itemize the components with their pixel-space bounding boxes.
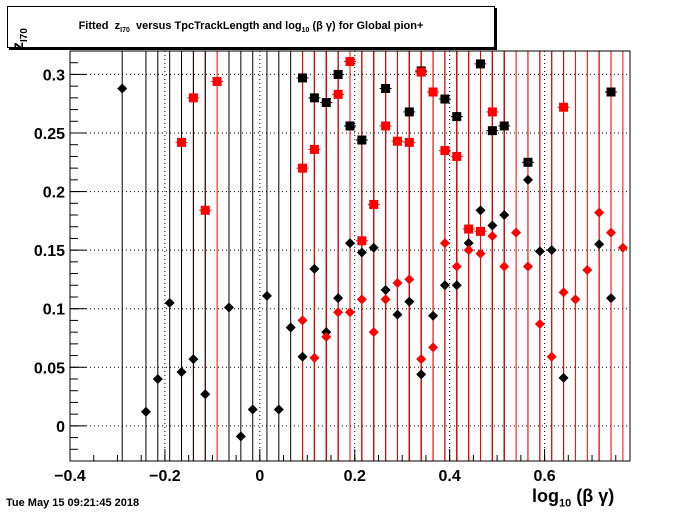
chart-title-box: Fitted zI70 versus TpcTrackLength and lo… xyxy=(7,6,495,48)
y-axis-label: zI70 xyxy=(10,28,31,50)
data-point-diamond xyxy=(368,242,379,253)
data-point-diamond xyxy=(534,318,545,329)
data-point-diamond xyxy=(606,293,617,304)
data-point-diamond xyxy=(247,404,258,415)
data-point-diamond xyxy=(333,307,344,318)
data-point-diamond xyxy=(416,369,427,380)
data-point-diamond xyxy=(368,327,379,338)
data-point-diamond xyxy=(511,227,522,238)
data-point-diamond xyxy=(463,238,474,249)
data-markers xyxy=(117,57,628,442)
data-point-diamond xyxy=(499,261,510,272)
data-point-diamond xyxy=(570,294,581,305)
data-point-diamond xyxy=(594,239,605,250)
data-point-diamond xyxy=(297,351,308,362)
data-point-diamond xyxy=(487,231,498,242)
x-tick-label: −0.4 xyxy=(54,468,86,485)
data-point-diamond xyxy=(606,227,617,238)
data-point-diamond xyxy=(475,248,486,259)
y-tick-label: 0.1 xyxy=(43,302,65,319)
data-point-diamond xyxy=(451,280,462,291)
data-point-diamond xyxy=(499,210,510,220)
y-tick-label: 0.2 xyxy=(43,185,65,202)
data-point-diamond xyxy=(309,263,320,274)
data-point-diamond xyxy=(297,315,308,326)
x-tick-label: −0.2 xyxy=(149,468,181,485)
data-point-diamond xyxy=(617,242,628,253)
data-point-diamond xyxy=(416,354,427,365)
data-point-diamond xyxy=(117,83,128,94)
data-point-diamond xyxy=(176,366,187,377)
data-point-diamond xyxy=(439,280,450,291)
data-point-diamond xyxy=(321,331,332,342)
y-tick-label: 0.25 xyxy=(34,126,65,143)
data-point-diamond xyxy=(273,404,284,415)
axis-ticks: −0.4 −0.2 0 0.2 0.4 0.6 0 0.05 0.1 0.15 0.2 0.25 0.3 xyxy=(34,50,617,485)
plot-frame xyxy=(69,50,631,462)
data-point-diamond xyxy=(487,220,498,231)
data-point-diamond xyxy=(428,342,439,353)
data-point-diamond xyxy=(594,207,605,218)
data-point-diamond xyxy=(451,261,462,272)
data-point-diamond xyxy=(261,290,272,301)
data-point-diamond xyxy=(439,238,450,249)
data-point-diamond xyxy=(356,294,367,305)
data-point-diamond xyxy=(164,297,175,308)
data-point-diamond xyxy=(546,351,557,362)
data-point-diamond xyxy=(200,389,211,400)
y-tick-label: 0.3 xyxy=(43,67,65,84)
data-point-diamond xyxy=(140,406,151,417)
timestamp: Tue May 15 09:21:45 2018 xyxy=(6,497,140,509)
data-point-diamond xyxy=(345,238,355,249)
y-tick-label: 0 xyxy=(56,419,65,436)
x-tick-label: 0 xyxy=(255,468,264,485)
data-point-diamond xyxy=(333,293,344,304)
data-point-diamond xyxy=(223,302,234,313)
data-point-diamond xyxy=(404,274,415,285)
data-point-diamond xyxy=(546,245,557,256)
data-point-diamond xyxy=(558,287,569,298)
data-point-diamond xyxy=(188,354,199,365)
data-point-diamond xyxy=(345,307,355,318)
data-point-diamond xyxy=(404,296,415,307)
data-point-diamond xyxy=(356,247,367,258)
x-tick-label: 0.2 xyxy=(344,468,366,485)
y-tick-label: 0.15 xyxy=(34,243,65,260)
x-tick-label: 0.6 xyxy=(533,468,555,485)
x-axis-label: log10 (β γ) xyxy=(532,486,615,510)
data-point-diamond xyxy=(392,277,403,288)
data-point-diamond xyxy=(522,174,533,185)
x-tick-label: 0.4 xyxy=(439,468,461,485)
data-point-diamond xyxy=(522,261,533,272)
data-point-diamond xyxy=(463,245,474,256)
chart-title: Fitted zI70 versus TpcTrackLength and lo… xyxy=(78,19,424,35)
data-point-diamond xyxy=(558,372,569,383)
data-point-diamond xyxy=(235,431,246,442)
data-point-diamond xyxy=(380,294,391,305)
data-point-diamond xyxy=(534,246,545,257)
data-point-diamond xyxy=(152,374,163,384)
data-point-diamond xyxy=(428,310,439,321)
data-point-diamond xyxy=(475,205,486,216)
data-point-diamond xyxy=(309,352,320,363)
data-point-diamond xyxy=(285,322,296,333)
data-point-diamond xyxy=(392,309,403,320)
y-tick-label: 0.05 xyxy=(34,360,65,377)
error-bars xyxy=(121,51,624,461)
data-point-diamond xyxy=(380,284,391,295)
data-point-diamond xyxy=(582,265,593,276)
